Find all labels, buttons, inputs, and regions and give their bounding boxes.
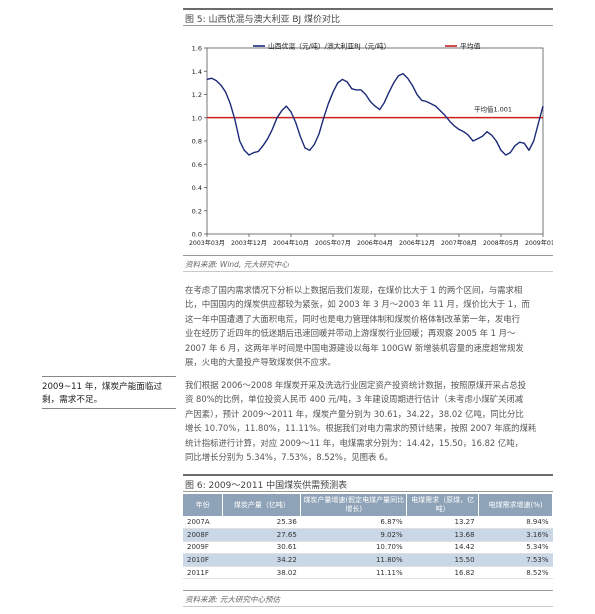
sidebar-note-line: 2009~11 年，煤炭产能面临过: [42, 382, 163, 392]
x-tick-label: 2005年07月: [315, 239, 351, 247]
y-tick-label: 1.2: [192, 91, 202, 99]
paragraph-2-line: 我们根据 2006～2008 年煤炭开采及洗选行业固定资产投资统计数据，按照原煤…: [185, 380, 527, 390]
y-tick-label: 0.4: [192, 184, 202, 192]
price-ratio-chart: 0.0 0.2 0.4 0.6 0.8 1.0 1.2 1.4 1.6 2003年03月 2003年…: [189, 42, 553, 248]
table-cell: 5.34%: [478, 541, 553, 555]
table-header-output-growth: 煤炭产量增速(假定电煤产量同比增长): [300, 494, 408, 516]
table-cell: 9.02%: [300, 528, 407, 542]
sidebar-note-top-rule: [42, 376, 176, 377]
table-cell: 27.65: [222, 528, 301, 542]
figure6-source: 资料来源: 元大研究中心预估: [185, 595, 280, 604]
table-cell: 16.82: [406, 566, 479, 580]
figure5-source: 资料来源: Wind, 元大研究中心: [185, 260, 289, 269]
table-cell: 10.70%: [300, 541, 407, 555]
table-header-power-coal-demand: 电煤需求（原煤，亿吨）: [406, 494, 480, 516]
y-tick-label: 1.0: [192, 114, 202, 122]
table-cell: 38.02: [222, 566, 301, 580]
sidebar-note-bottom-rule: [42, 408, 176, 409]
paragraph-2-line: 资 80%的比例，单位投资人民币 400 元/吨，3 年建设周期进行估计（未考虑…: [185, 394, 524, 405]
paragraph-2: 我们根据 2006～2008 年煤炭开采及洗选行业固定资产投资统计数据，按照原煤…: [185, 378, 553, 464]
legend-mean-label: 平均值: [460, 42, 481, 51]
table-cell: 8.52%: [478, 566, 553, 580]
table-header-year: 年份: [183, 494, 224, 516]
sidebar-note: 2009~11 年，煤炭产能面临过 剩，需求不足。: [42, 381, 176, 406]
table-row: 2008F 27.65 9.02% 13.68 3.16%: [183, 528, 553, 542]
figure5-source-rule: [183, 271, 553, 272]
table-header-demand-growth: 电煤需求增速(%): [478, 494, 553, 516]
paragraph-2-line: 同比增长分别为 5.34%，7.53%，8.52%，见图表 6。: [185, 452, 393, 463]
price-ratio-series-line: [206, 72, 544, 156]
x-tick-label: 2008年05月: [483, 239, 519, 247]
x-tick-label: 2009年01月: [525, 239, 553, 247]
table-cell: 11.80%: [300, 553, 407, 567]
paragraph-1-line: 业在经历了近四年的低迷期后迅速回暖并带动上游煤炭行业回暖；再观察 2005 年 …: [185, 328, 516, 339]
y-tick-label: 0.6: [192, 161, 202, 169]
figure5-top-rule: [183, 8, 553, 10]
figure6-top-rule: [183, 474, 553, 476]
x-tick-label: 2007年08月: [441, 239, 477, 247]
table-row: 2009F 30.61 10.70% 14.42 5.34%: [183, 541, 553, 555]
table-cell: 30.61: [222, 541, 301, 555]
table-cell: 13.27: [406, 516, 479, 530]
paragraph-1-line: 展，火电的大量投产导致煤炭供不应求。: [185, 357, 336, 368]
table-cell: 14.42: [406, 541, 479, 555]
paragraph-2-line: 产因素），预计 2009～2011 年，煤炭产量分别为 30.61，34.22，…: [185, 408, 524, 419]
table-cell: 6.87%: [300, 516, 407, 530]
paragraph-2-line: 统计指标进行计算，对应 2009～11 年，电煤需求分别为：14.42，15.5…: [185, 437, 524, 448]
paragraph-1-line: 比，中国国内的煤炭供应都较为紧张，如 2003 年 3 月～2003 年 11 …: [185, 299, 530, 310]
sidebar-note-line: 剩，需求不足。: [42, 394, 103, 405]
table-cell: 25.36: [222, 516, 301, 530]
table-cell: 11.11%: [300, 566, 407, 580]
table-cell: 15.50: [406, 553, 479, 567]
x-tick-label: 2004年10月: [273, 239, 309, 247]
x-tick-label: 2006年12月: [399, 239, 435, 247]
paragraph-2-line: 增长 10.70%，11.80%，11.11%。根据我们对电力需求的预计结果，按…: [185, 423, 537, 434]
table-cell: 2009F: [183, 541, 223, 555]
legend-series-label: 山西优混（元/吨）/澳大利亚BJ（元/吨）: [268, 42, 390, 51]
table-cell: 2010F: [183, 553, 223, 567]
figure5-title-rule: [183, 25, 553, 26]
table-cell: 3.16%: [478, 528, 553, 542]
table-cell: 2007A: [183, 516, 223, 530]
table-cell: 8.94%: [478, 516, 553, 530]
y-tick-label: 0.0: [192, 231, 202, 239]
table-cell: 34.22: [222, 553, 301, 567]
figure5-bottom-rule: [183, 255, 553, 256]
paragraph-1: 在考虑了国内需求情况下分析以上数据后我们发现，在煤价比大于 1 的两个区间，与需…: [185, 283, 553, 369]
mean-annotation: 平均值1.001: [474, 105, 512, 114]
figure6-bottom-rule: [183, 590, 553, 591]
table-header-coal-output: 煤炭产量（亿吨）: [222, 494, 302, 516]
table-cell: 2008F: [183, 528, 223, 542]
table-cell: 13.68: [406, 528, 479, 542]
table-cell: 7.53%: [478, 553, 553, 567]
paragraph-1-line: 在考虑了国内需求情况下分析以上数据后我们发现，在煤价比大于 1 的两个区间，与需…: [185, 285, 523, 295]
table-row: 2010F 34.22 11.80% 15.50 7.53%: [183, 553, 553, 567]
supply-demand-table: 年份 煤炭产量（亿吨） 煤炭产量增速(假定电煤产量同比增长) 电煤需求（原煤，亿…: [183, 494, 553, 580]
y-tick-label: 0.8: [192, 138, 202, 146]
paragraph-1-line: 2007 年 6 月，这两年半时间是中国电源建设以每年 100GW 新增装机容量…: [185, 342, 524, 353]
x-tick-label: 2003年03月: [189, 239, 225, 247]
figure6-source-rule: [183, 606, 553, 607]
figure5-title: 图 5: 山西优混与澳大利亚 BJ 煤价对比: [185, 15, 341, 25]
plot-area-frame: [206, 47, 544, 235]
figure6-title-rule: [183, 491, 553, 492]
figure6-title: 图 6: 2009～2011 中国煤炭供需预测表: [185, 481, 348, 491]
y-tick-label: 1.6: [192, 45, 202, 53]
table-row: 2007A 25.36 6.87% 13.27 8.94%: [183, 516, 553, 530]
y-tick-label: 0.2: [192, 207, 202, 215]
table-row: 2011F 38.02 11.11% 16.82 8.52%: [183, 566, 553, 580]
table-cell: 2011F: [183, 566, 223, 580]
x-tick-label: 2003年12月: [231, 239, 267, 247]
paragraph-1-line: 这一年中国遭遇了大面积电荒，同时也是电力管理体制和煤炭价格体制改革第一年，发电行: [185, 313, 520, 324]
y-tick-label: 1.4: [192, 68, 202, 76]
x-tick-label: 2006年04月: [357, 239, 393, 247]
